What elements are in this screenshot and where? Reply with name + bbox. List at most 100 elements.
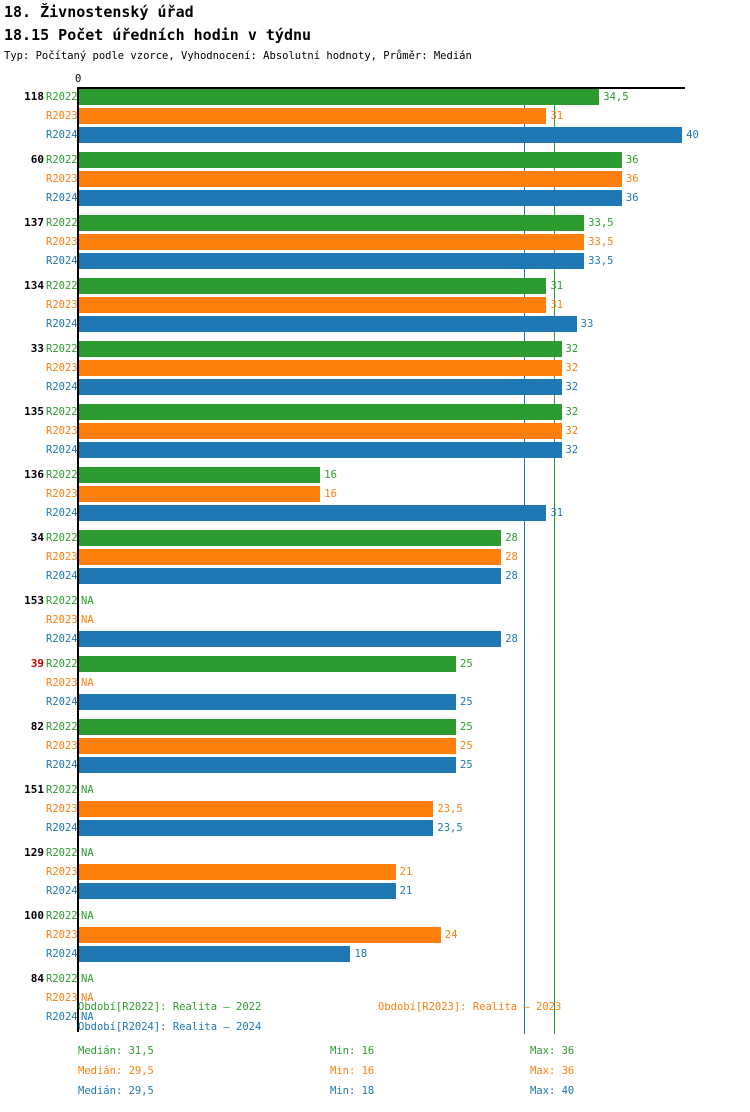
bar[interactable]: [79, 801, 434, 817]
series-label-r2024[interactable]: R2024: [46, 318, 78, 330]
bar-value-label: 33,5: [588, 236, 614, 248]
bar[interactable]: [79, 341, 562, 357]
series-label-r2022[interactable]: R2022: [46, 406, 78, 418]
series-label-r2023[interactable]: R2023: [46, 299, 78, 311]
series-label-r2022[interactable]: R2022: [46, 217, 78, 229]
series-label-r2023[interactable]: R2023: [46, 551, 78, 563]
series-label-r2022[interactable]: R2022: [46, 595, 78, 607]
bar-row: R2022 32: [0, 404, 750, 420]
bar[interactable]: [79, 568, 502, 584]
bar[interactable]: [79, 631, 502, 647]
bar[interactable]: [79, 820, 434, 836]
series-label-r2023[interactable]: R2023: [46, 236, 78, 248]
bar[interactable]: [79, 927, 441, 943]
series-label-r2023[interactable]: R2023: [46, 992, 78, 1004]
series-label-r2022[interactable]: R2022: [46, 532, 78, 544]
category-label[interactable]: 82: [30, 720, 44, 733]
category-label[interactable]: 137: [24, 216, 44, 229]
series-label-r2022[interactable]: R2022: [46, 784, 78, 796]
series-label-r2022[interactable]: R2022: [46, 658, 78, 670]
category-label[interactable]: 33: [30, 342, 44, 355]
series-label-r2022[interactable]: R2022: [46, 910, 78, 922]
series-label-r2023[interactable]: R2023: [46, 110, 78, 122]
series-label-r2024[interactable]: R2024: [46, 759, 78, 771]
series-label-r2023[interactable]: R2023: [46, 677, 78, 689]
category-label[interactable]: 39: [30, 657, 44, 670]
bar[interactable]: [79, 864, 396, 880]
bar[interactable]: [79, 486, 321, 502]
series-label-r2023[interactable]: R2023: [46, 803, 78, 815]
series-label-r2022[interactable]: R2022: [46, 973, 78, 985]
bar[interactable]: [79, 757, 456, 773]
series-label-r2022[interactable]: R2022: [46, 469, 78, 481]
series-label-r2024[interactable]: R2024: [46, 1011, 78, 1023]
series-label-r2023[interactable]: R2023: [46, 866, 78, 878]
bar[interactable]: [79, 278, 547, 294]
bar[interactable]: [79, 234, 585, 250]
series-label-r2024[interactable]: R2024: [46, 192, 78, 204]
bar[interactable]: [79, 379, 562, 395]
series-label-r2024[interactable]: R2024: [46, 444, 78, 456]
category-label[interactable]: 100: [24, 909, 44, 922]
series-label-r2024[interactable]: R2024: [46, 948, 78, 960]
series-label-r2024[interactable]: R2024: [46, 696, 78, 708]
series-label-r2022[interactable]: R2022: [46, 847, 78, 859]
bar[interactable]: [79, 505, 547, 521]
series-label-r2022[interactable]: R2022: [46, 343, 78, 355]
series-label-r2023[interactable]: R2023: [46, 173, 78, 185]
series-label-r2023[interactable]: R2023: [46, 362, 78, 374]
bar[interactable]: [79, 738, 456, 754]
bar[interactable]: [79, 423, 562, 439]
bar[interactable]: [79, 215, 585, 231]
category-label[interactable]: 135: [24, 405, 44, 418]
series-label-r2023[interactable]: R2023: [46, 740, 78, 752]
category-label[interactable]: 118: [24, 90, 44, 103]
bar[interactable]: [79, 656, 456, 672]
series-label-r2022[interactable]: R2022: [46, 721, 78, 733]
series-label-r2024[interactable]: R2024: [46, 885, 78, 897]
series-label-r2023[interactable]: R2023: [46, 488, 78, 500]
bar[interactable]: [79, 190, 622, 206]
series-label-r2024[interactable]: R2024: [46, 633, 78, 645]
bar[interactable]: [79, 171, 622, 187]
series-label-r2023[interactable]: R2023: [46, 929, 78, 941]
bar[interactable]: [79, 316, 577, 332]
series-label-r2023[interactable]: R2023: [46, 614, 78, 626]
category-label[interactable]: 84: [30, 972, 44, 985]
bar[interactable]: [79, 360, 562, 376]
series-label-r2022[interactable]: R2022: [46, 154, 78, 166]
bar[interactable]: [79, 253, 585, 269]
bar[interactable]: [79, 127, 683, 143]
series-label-r2024[interactable]: R2024: [46, 570, 78, 582]
series-label-r2022[interactable]: R2022: [46, 91, 78, 103]
bar[interactable]: [79, 549, 502, 565]
series-label-r2024[interactable]: R2024: [46, 381, 78, 393]
category-label[interactable]: 34: [30, 531, 44, 544]
series-label-r2024[interactable]: R2024: [46, 822, 78, 834]
series-label-r2023[interactable]: R2023: [46, 425, 78, 437]
bar[interactable]: [79, 108, 547, 124]
category-label[interactable]: 134: [24, 279, 44, 292]
category-label[interactable]: 129: [24, 846, 44, 859]
bar[interactable]: [79, 442, 562, 458]
bar[interactable]: [79, 530, 502, 546]
bar[interactable]: [79, 404, 562, 420]
bar[interactable]: [79, 883, 396, 899]
category-label[interactable]: 136: [24, 468, 44, 481]
category-label[interactable]: 153: [24, 594, 44, 607]
bar[interactable]: [79, 946, 351, 962]
series-label-r2024[interactable]: R2024: [46, 507, 78, 519]
bar[interactable]: [79, 694, 456, 710]
category-label[interactable]: 151: [24, 783, 44, 796]
legend-max-2023: Max: 36: [530, 1065, 575, 1077]
series-label-r2024[interactable]: R2024: [46, 129, 78, 141]
category-label[interactable]: 60: [30, 153, 44, 166]
bar[interactable]: [79, 297, 547, 313]
series-label-r2022[interactable]: R2022: [46, 280, 78, 292]
bar[interactable]: [79, 467, 321, 483]
bar[interactable]: [79, 89, 600, 105]
bar[interactable]: [79, 719, 456, 735]
bar-row: R2022 NA: [0, 593, 750, 609]
series-label-r2024[interactable]: R2024: [46, 255, 78, 267]
bar[interactable]: [79, 152, 622, 168]
